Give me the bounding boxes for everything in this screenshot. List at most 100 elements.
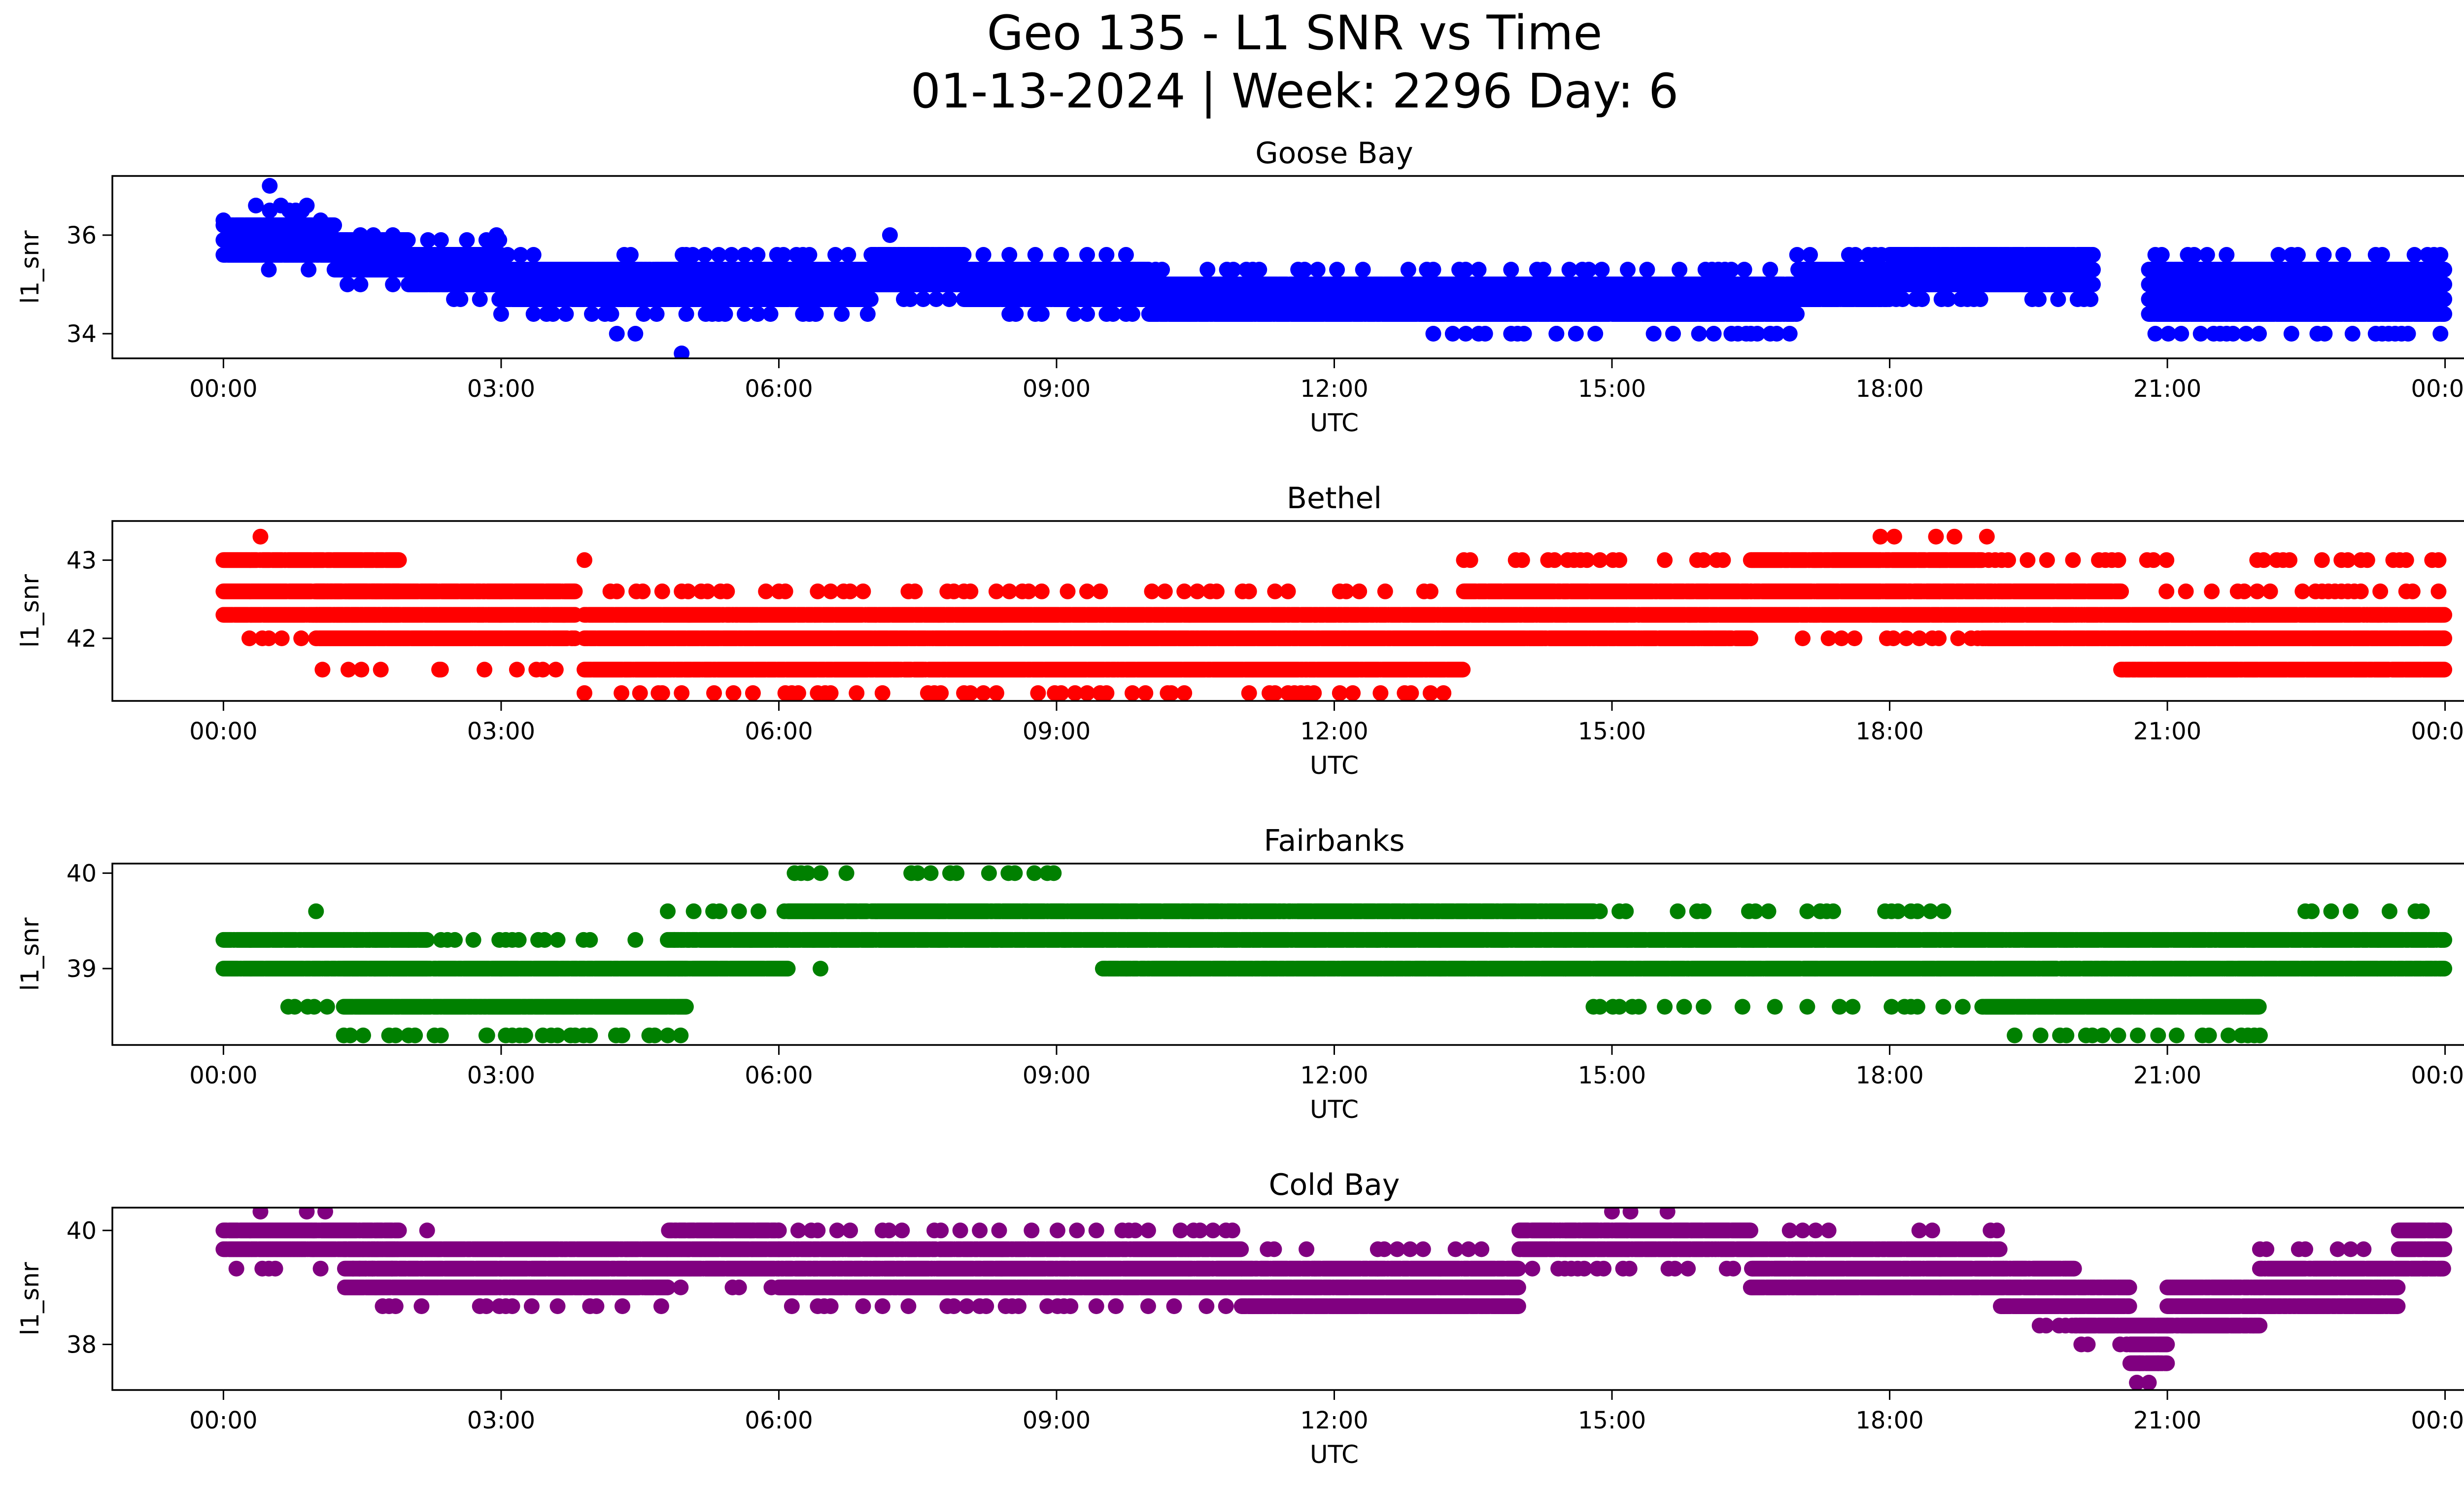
data-point [1066,306,1082,322]
data-point [1620,262,1636,278]
data-point [1516,326,1532,342]
data-point [385,277,401,292]
data-point [1458,262,1474,278]
data-point [513,247,529,263]
data-point [1355,262,1371,278]
data-point [750,247,766,263]
data-point [975,247,992,263]
data-point [1594,262,1610,278]
data-point [1001,247,1018,263]
data-point [1027,247,1043,263]
data-point [1400,262,1416,278]
data-point [1425,262,1441,278]
data-point [1581,262,1597,278]
data-point [1972,291,1988,307]
data-point [433,232,449,248]
data-point [1053,247,1069,263]
data-point [1561,262,1577,278]
data-point [1329,262,1345,278]
data-point [545,306,561,322]
data-point [723,247,740,263]
data-point [2085,277,2101,292]
data-point [1297,262,1313,278]
data-point [840,247,856,263]
data-point [1789,306,1805,322]
data-point [1444,326,1461,342]
data-point [1118,247,1134,263]
data-point [400,232,416,248]
data-point [1425,326,1441,342]
data-point [2050,291,2066,307]
data-point [956,247,972,263]
data-point [902,291,919,307]
data-point [1079,306,1095,322]
data-point [2085,262,2101,278]
data-point [1503,262,1519,278]
data-point [472,291,488,307]
data-point [340,277,356,292]
data-point [2031,291,2047,307]
data-point [525,247,542,263]
data-point [801,247,818,263]
data-point [1691,326,1707,342]
data-point [493,306,509,322]
data-point [622,247,639,263]
data-point [1225,262,1241,278]
data-point [420,232,436,248]
data-point [827,247,843,263]
data-point [1781,326,1798,342]
data-point [1723,262,1740,278]
data-point [859,306,876,322]
data-point [1008,306,1024,322]
data-point [352,277,369,292]
data-point [1587,326,1604,342]
data-point [1802,247,1818,263]
data-point [862,291,879,307]
data-point [649,306,665,322]
data-point [775,247,791,263]
data-point [762,306,779,322]
data-point [1940,291,1956,307]
data-point [1665,326,1681,342]
data-point [1762,262,1779,278]
data-point [1458,326,1474,342]
data-point [1672,262,1688,278]
data-point [941,291,958,307]
data-point [1568,326,1584,342]
data-point [808,306,824,322]
data-point [1199,262,1216,278]
data-point [2083,291,2099,307]
data-point [1154,262,1170,278]
data-point [1536,262,1551,278]
data-point [1309,262,1326,278]
data-point [452,291,469,307]
data-point [352,227,369,243]
data-point [711,247,727,263]
data-point [1098,247,1115,263]
data-point [584,306,600,322]
data-point [928,291,944,307]
data-point [1749,326,1765,342]
data-point [717,306,733,322]
data-point [603,306,619,322]
data-point [525,306,542,322]
data-point [636,306,652,322]
data-point [1645,326,1662,342]
data-point [1125,306,1140,322]
data-point [1769,326,1785,342]
panel-title: Goose Bay [1255,136,1413,171]
data-point [500,247,516,263]
data-point [684,247,701,263]
data-point [915,291,931,307]
data-point [1736,262,1752,278]
data-point [1079,247,1095,263]
figure-title-line2: 01-13-2024 | Week: 2296 Day: 6 [911,64,1679,119]
data-point [326,217,342,233]
data-point [558,306,574,322]
data-point [750,306,766,322]
data-point [301,262,317,278]
data-point [1914,291,1930,307]
